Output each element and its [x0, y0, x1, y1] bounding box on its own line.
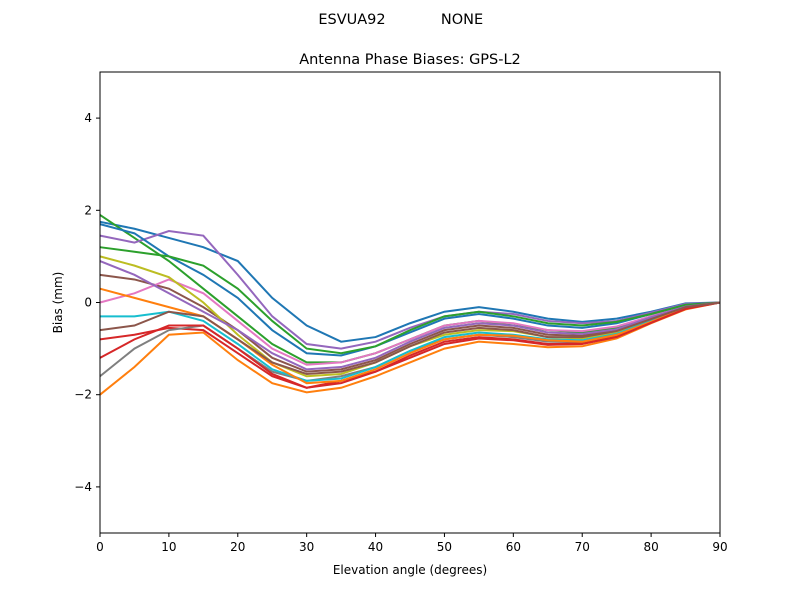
series-line-12 — [99, 246, 721, 355]
x-tick-label: 30 — [299, 540, 314, 554]
y-tick-label: 4 — [84, 111, 92, 125]
series-line-0 — [99, 220, 721, 343]
y-tick-label: −2 — [74, 388, 92, 402]
series-line-14 — [99, 260, 721, 371]
chart-title: Antenna Phase Biases: GPS-L2 — [299, 52, 521, 68]
series-lines — [99, 214, 721, 396]
x-tick-label: 0 — [96, 540, 104, 554]
y-tick-label: 0 — [84, 296, 92, 310]
x-tick-label: 10 — [161, 540, 176, 554]
x-tick-label: 50 — [437, 540, 452, 554]
ticks: 0 10 20 30 40 50 60 70 80 90 −4 −2 0 2 4 — [74, 111, 727, 554]
suptitle-left: ESVUA92 — [318, 12, 385, 28]
series-line-13 — [99, 301, 721, 389]
x-axis-label: Elevation angle (degrees) — [333, 563, 487, 577]
y-axis-label: Bias (mm) — [51, 272, 65, 334]
series-line-11 — [99, 287, 721, 385]
x-tick-label: 20 — [230, 540, 245, 554]
series-line-15 — [99, 301, 721, 375]
series-line-1 — [99, 301, 721, 396]
x-tick-label: 40 — [368, 540, 383, 554]
series-line-10 — [99, 223, 721, 357]
x-tick-label: 80 — [643, 540, 658, 554]
series-line-6 — [99, 278, 721, 366]
suptitle-right: NONE — [441, 12, 483, 28]
y-tick-label: 2 — [84, 203, 92, 217]
y-tick-label: −4 — [74, 480, 92, 494]
x-tick-label: 60 — [506, 540, 521, 554]
x-tick-label: 90 — [712, 540, 727, 554]
x-tick-label: 70 — [575, 540, 590, 554]
